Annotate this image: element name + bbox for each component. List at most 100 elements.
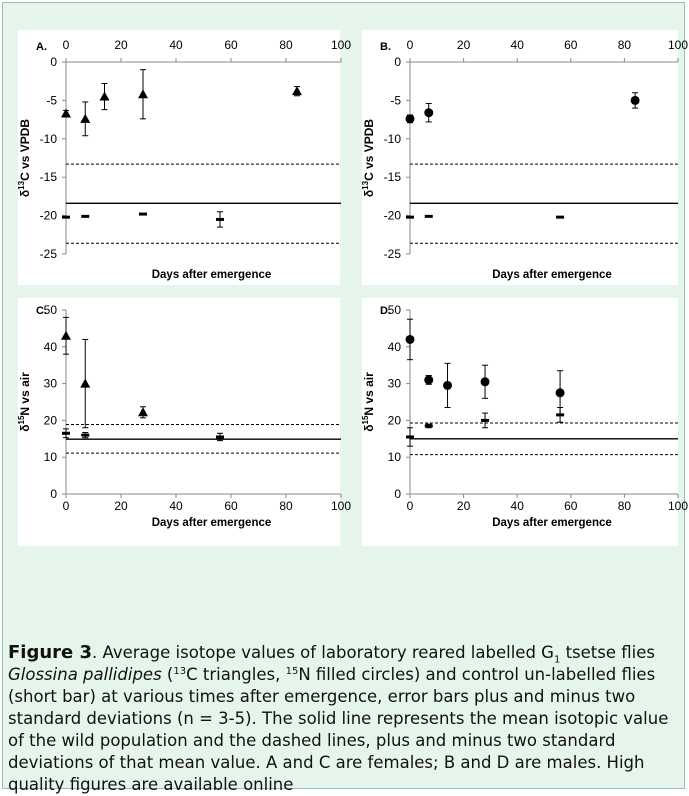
y-tick-label: -10: [384, 132, 402, 146]
labelled-fly-circle-marker: [555, 388, 565, 398]
labelled-fly-circle-marker: [480, 377, 490, 387]
labelled-fly-circle-marker: [424, 375, 434, 385]
x-tick-label: 80: [618, 499, 632, 513]
y-tick-label: -25: [384, 247, 402, 261]
y-axis-title-isotope-sup: 13: [361, 180, 370, 189]
y-axis-title-main: N vs air: [18, 372, 32, 416]
y-tick-label: -15: [40, 170, 58, 184]
x-tick-label: 40: [511, 38, 525, 52]
y-tick-label: 10: [388, 450, 402, 464]
y-axis-title-delta: δ: [362, 190, 376, 197]
x-tick-label: 40: [511, 499, 525, 513]
labelled-fly-circle-marker: [443, 380, 453, 390]
control-fly-bar-marker: [424, 424, 433, 428]
x-tick-label: 20: [114, 499, 128, 513]
labelled-fly-triangle-marker: [80, 113, 91, 123]
y-tick-label: 20: [44, 413, 58, 427]
control-fly-bar-marker: [139, 212, 147, 216]
labelled-fly-circle-marker: [424, 108, 434, 118]
control-fly-bar-marker: [81, 433, 90, 437]
y-axis-title-isotope-sup: 15: [17, 415, 26, 424]
labelled-fly-circle-marker: [405, 334, 415, 344]
y-tick-label: 0: [394, 487, 401, 501]
y-tick-label: -10: [40, 132, 58, 146]
y-tick-label: -20: [384, 209, 402, 223]
caption-text-5: N filled circles) and control un-labelle…: [8, 665, 669, 794]
labelled-fly-triangle-marker: [99, 91, 110, 101]
chart-panel-b: 0 -5 -10 -15 -20 -25 0 20 40 60 80 100 B. Days after …: [361, 30, 688, 285]
x-tick-label: 0: [63, 38, 70, 52]
chart-panel-a: 0 -5 -10 -15 -20 -25 0 20 40 60 80 100 A. Days after …: [17, 30, 351, 285]
caption-nitrogen-isotope-sup: 15: [285, 666, 299, 677]
x-axis-title: Days after emergence: [492, 269, 612, 281]
y-tick-label: -20: [40, 209, 58, 223]
caption-generation-subscript: 1: [553, 654, 561, 666]
y-tick-label: -5: [46, 93, 57, 107]
plot-background: [18, 30, 340, 285]
x-tick-label: 20: [457, 499, 471, 513]
x-tick-label: 100: [668, 499, 688, 513]
y-axis-title: δ13C vs VPDB: [361, 119, 376, 198]
y-axis-title-isotope-sup: 15: [361, 415, 370, 424]
control-fly-bar-marker: [481, 418, 490, 422]
y-tick-label: 20: [388, 413, 402, 427]
x-tick-label: 80: [618, 38, 632, 52]
control-fly-bar-marker: [216, 217, 224, 221]
y-axis-title-main: N vs air: [362, 372, 376, 416]
plot-background: [362, 30, 678, 285]
caption-text-1: . Average isotope values of laboratory r…: [92, 643, 554, 662]
panel-label: B.: [380, 41, 391, 53]
y-axis-title: δ15N vs air: [361, 372, 376, 432]
y-tick-label: 50: [388, 303, 402, 317]
control-fly-bar-marker: [556, 413, 565, 417]
caption-figure-label: Figure 3: [8, 642, 93, 663]
y-tick-label: 30: [388, 377, 402, 391]
labelled-fly-circle-marker: [405, 114, 415, 124]
x-tick-label: 100: [668, 38, 688, 52]
control-fly-bar-marker: [424, 214, 433, 218]
x-tick-label: 60: [564, 38, 578, 52]
caption-carbon-isotope-sup: 13: [173, 666, 187, 677]
figure-caption: Figure 3. Average isotope values of labo…: [8, 642, 673, 796]
y-tick-label: 40: [44, 340, 58, 354]
panel-label: A.: [36, 41, 47, 53]
x-tick-label: 40: [169, 38, 183, 52]
x-tick-label: 100: [331, 499, 351, 513]
labelled-fly-triangle-marker: [138, 407, 148, 417]
control-fly-bar-marker: [556, 215, 565, 219]
y-tick-label: 50: [44, 303, 58, 317]
x-tick-label: 100: [331, 38, 351, 52]
y-axis-title-delta: δ: [18, 424, 32, 431]
x-tick-label: 20: [457, 38, 471, 52]
x-tick-label: 0: [63, 499, 70, 513]
x-tick-label: 60: [224, 38, 238, 52]
plot-background: [18, 298, 340, 546]
control-fly-bar-marker: [81, 214, 90, 218]
y-tick-label: 0: [50, 487, 57, 501]
control-fly-bar-marker: [216, 435, 224, 439]
y-tick-label: -15: [384, 170, 402, 184]
labelled-fly-triangle-marker: [61, 330, 71, 340]
caption-species: Glossina pallidipes: [8, 665, 162, 684]
control-fly-bar-marker: [62, 215, 70, 219]
control-fly-bar-marker: [62, 431, 70, 435]
y-axis-title-main: C vs VPDB: [18, 119, 32, 181]
x-tick-label: 80: [279, 38, 293, 52]
labelled-fly-triangle-marker: [138, 89, 148, 99]
y-axis-title-main: C vs VPDB: [362, 119, 376, 181]
x-tick-label: 20: [114, 38, 128, 52]
y-tick-label: -5: [390, 93, 401, 107]
y-axis-title-delta: δ: [362, 424, 376, 431]
x-tick-label: 80: [279, 499, 293, 513]
control-fly-bar-marker: [406, 435, 414, 439]
labelled-fly-triangle-marker: [61, 108, 71, 118]
labelled-fly-triangle-marker: [292, 86, 302, 96]
caption-text-3: (: [161, 665, 174, 684]
x-axis-title: Days after emergence: [152, 269, 272, 281]
y-tick-label: 0: [394, 55, 401, 69]
plot-background: [362, 298, 678, 546]
x-tick-label: 0: [407, 499, 414, 513]
